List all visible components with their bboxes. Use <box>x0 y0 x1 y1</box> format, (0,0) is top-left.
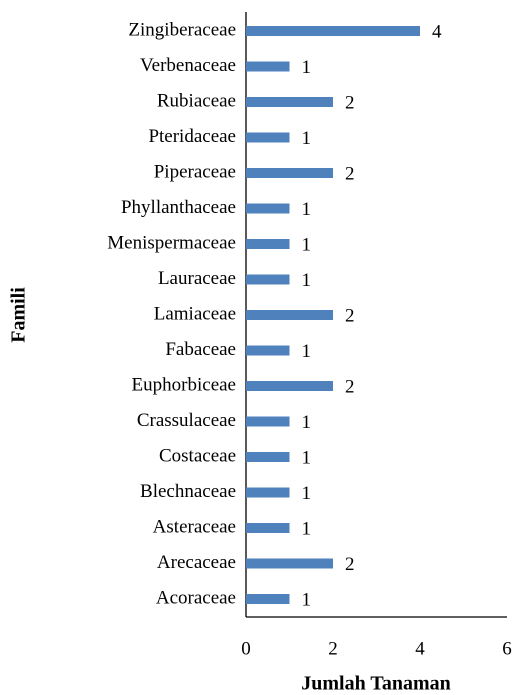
data-label: 1 <box>302 341 312 362</box>
y-tick-label: Acoraceae <box>156 587 236 608</box>
data-label: 2 <box>345 554 355 575</box>
data-label: 4 <box>432 21 442 42</box>
y-tick-label: Menispermaceae <box>107 232 236 253</box>
bar <box>246 594 290 604</box>
y-tick-label: Pteridaceae <box>148 126 236 147</box>
bar <box>246 452 290 462</box>
x-tick-label: 6 <box>502 638 512 659</box>
bar <box>246 558 333 569</box>
data-label: 1 <box>302 518 312 539</box>
x-tick-label: 0 <box>241 638 251 659</box>
y-tick-label: Crassulaceae <box>137 410 236 431</box>
bar <box>246 26 420 36</box>
bar <box>246 168 333 178</box>
bar <box>246 97 333 107</box>
bar <box>246 416 290 427</box>
x-tick-label: 2 <box>328 638 338 659</box>
bar <box>246 487 290 498</box>
data-label: 1 <box>302 199 312 220</box>
data-label: 1 <box>302 234 312 255</box>
data-label: 1 <box>302 447 312 468</box>
bar <box>246 239 290 249</box>
y-tick-label: Lauraceae <box>158 268 236 289</box>
bar <box>246 203 290 214</box>
y-tick-label: Piperaceae <box>154 161 236 182</box>
bar <box>246 345 290 356</box>
y-tick-label: Asteraceae <box>153 516 236 537</box>
data-label: 2 <box>345 376 355 397</box>
y-tick-label: Rubiaceae <box>157 90 236 111</box>
bar <box>246 310 333 320</box>
bar <box>246 132 290 143</box>
data-label: 1 <box>302 412 312 433</box>
data-label: 1 <box>302 483 312 504</box>
data-label: 1 <box>302 589 312 610</box>
y-tick-label: Fabaceae <box>165 339 236 360</box>
y-tick-label: Costaceae <box>159 445 236 466</box>
bar <box>246 381 333 391</box>
y-tick-label: Zingiberaceae <box>128 19 236 40</box>
y-axis-label: Famili <box>8 287 30 343</box>
bar <box>246 61 290 72</box>
bar <box>246 523 290 533</box>
y-tick-label: Arecaceae <box>157 552 236 573</box>
data-label: 1 <box>302 128 312 149</box>
y-tick-label: Phyllanthaceae <box>121 197 236 218</box>
x-tick-label: 4 <box>415 638 425 659</box>
data-label: 2 <box>345 163 355 184</box>
x-axis-label: Jumlah Tanaman <box>301 673 451 695</box>
y-tick-label: Blechnaceae <box>140 481 236 502</box>
data-label: 2 <box>345 305 355 326</box>
data-label: 1 <box>302 270 312 291</box>
data-label: 2 <box>345 92 355 113</box>
data-label: 1 <box>302 57 312 78</box>
bar <box>246 274 290 285</box>
y-tick-label: Verbenaceae <box>140 55 236 76</box>
y-tick-label: Lamiaceae <box>154 303 236 324</box>
y-tick-label: Euphorbiceae <box>132 374 236 395</box>
